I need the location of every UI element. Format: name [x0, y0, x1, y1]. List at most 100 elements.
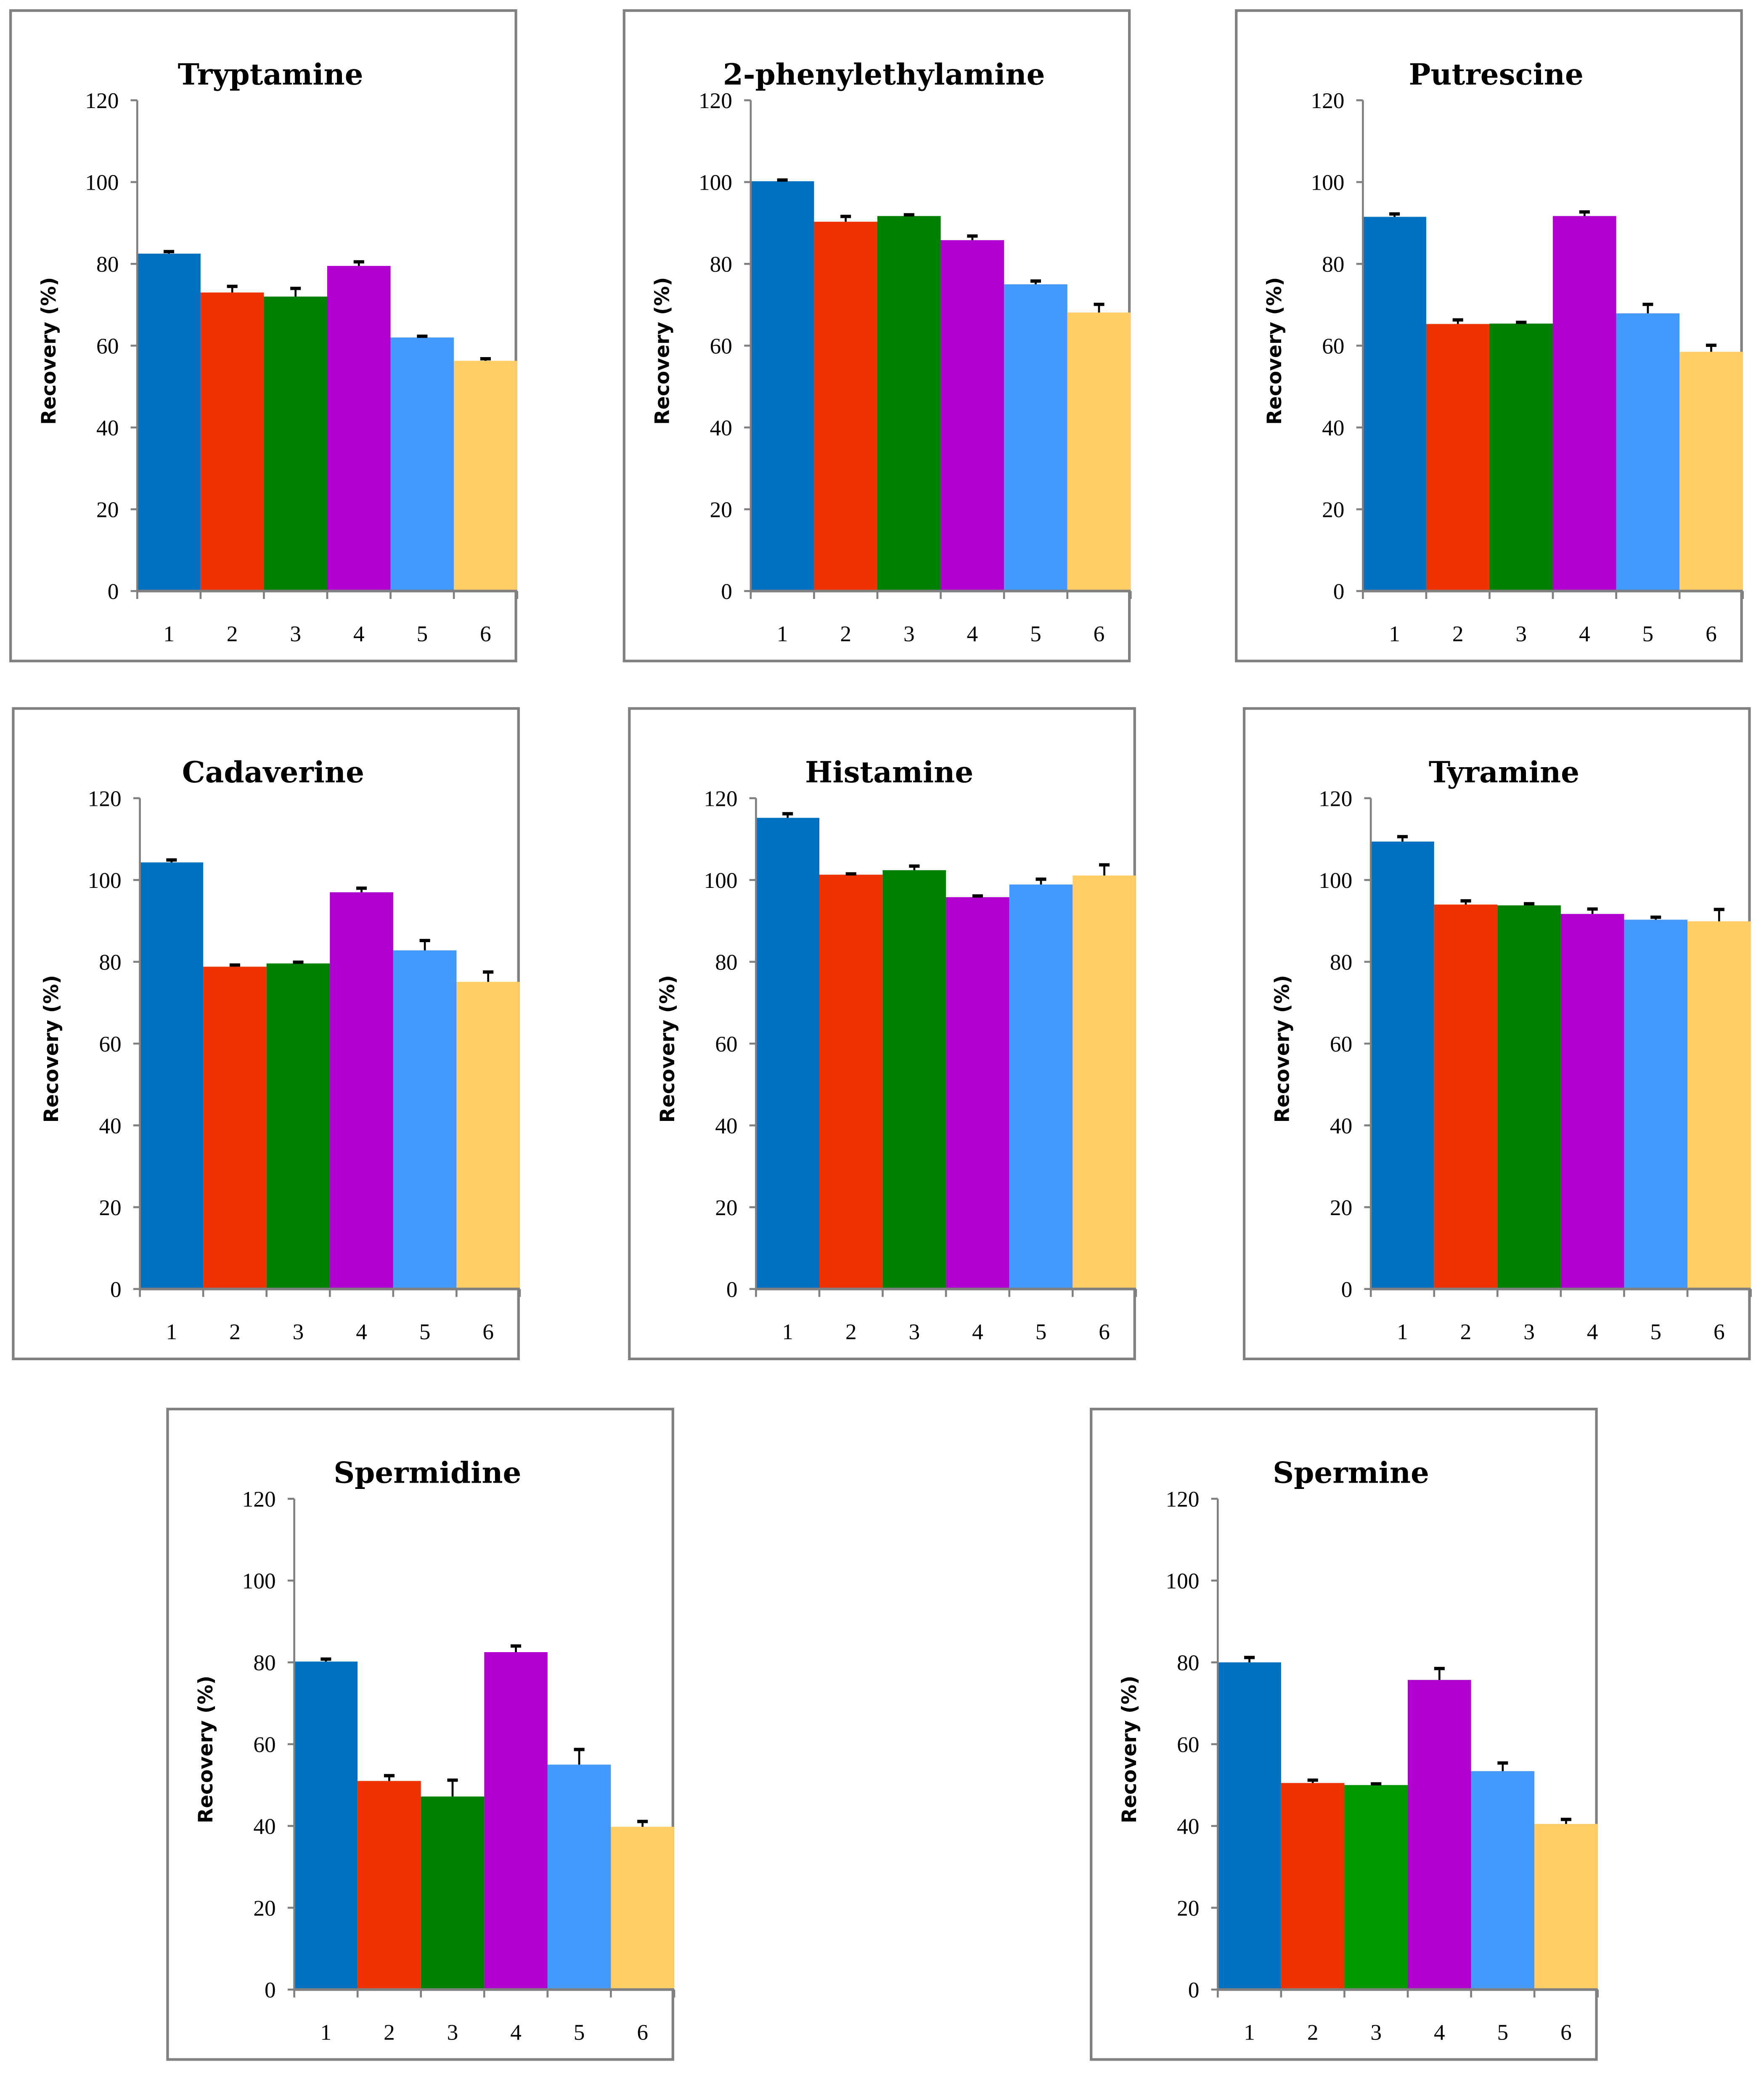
- y-tick-label: 40: [99, 1113, 121, 1138]
- x-tick-label: 4: [353, 621, 365, 646]
- y-tick-label: 0: [726, 1277, 738, 1302]
- y-tick-label: 20: [96, 497, 119, 522]
- y-tick-label: 40: [253, 1814, 275, 1839]
- bar: [1281, 1783, 1345, 1990]
- y-axis-label: Recovery (%): [1118, 1676, 1141, 1823]
- bar: [1344, 1785, 1408, 1990]
- y-tick-label: 100: [85, 170, 119, 195]
- x-tick-label: 3: [1370, 2019, 1382, 2045]
- bar: [484, 1652, 548, 1990]
- y-tick-label: 0: [265, 1977, 276, 2002]
- x-tick-label: 4: [972, 1319, 983, 1344]
- bar: [200, 292, 264, 591]
- y-tick-label: 40: [96, 415, 119, 440]
- y-tick-label: 120: [88, 786, 122, 811]
- x-tick-label: 5: [1650, 1319, 1661, 1344]
- y-tick-label: 60: [253, 1732, 275, 1757]
- chart-title: Tyramine: [1429, 755, 1579, 789]
- y-tick-label: 40: [715, 1113, 737, 1138]
- bar: [203, 967, 267, 1289]
- bar: [756, 818, 820, 1289]
- y-tick-label: 100: [1319, 868, 1352, 893]
- bar: [1497, 905, 1561, 1289]
- bar: [1408, 1680, 1471, 1990]
- x-tick-label: 4: [510, 2019, 522, 2045]
- y-tick-label: 0: [1333, 579, 1345, 604]
- x-tick-label: 4: [1587, 1319, 1598, 1344]
- bar: [264, 297, 327, 591]
- bar: [819, 874, 883, 1289]
- y-tick-label: 60: [1330, 1031, 1352, 1057]
- bar: [1471, 1771, 1535, 1990]
- x-tick-label: 5: [1497, 2019, 1509, 2045]
- x-tick-label: 5: [419, 1319, 431, 1344]
- x-tick-label: 5: [417, 621, 428, 646]
- y-tick-label: 80: [1177, 1650, 1199, 1675]
- y-tick-label: 60: [710, 334, 732, 359]
- y-tick-label: 100: [1165, 1568, 1199, 1594]
- y-tick-label: 80: [1330, 950, 1352, 975]
- bar: [454, 360, 517, 591]
- x-tick-label: 6: [480, 621, 491, 646]
- y-axis-label: Recovery (%): [1271, 975, 1294, 1123]
- bar: [1218, 1662, 1281, 1990]
- bar: [1489, 323, 1553, 591]
- bar: [1616, 313, 1680, 591]
- x-tick-label: 1: [163, 621, 175, 646]
- y-tick-label: 20: [253, 1896, 275, 1921]
- x-tick-label: 3: [447, 2019, 458, 2045]
- x-tick-label: 4: [1434, 2019, 1445, 2045]
- x-tick-label: 3: [1523, 1319, 1535, 1344]
- bar: [1073, 875, 1136, 1289]
- y-tick-label: 60: [715, 1031, 737, 1057]
- bar: [330, 892, 393, 1289]
- chart-title: Cadaverine: [182, 755, 364, 789]
- y-tick-label: 80: [715, 950, 737, 975]
- bar: [946, 897, 1009, 1289]
- bar: [1004, 284, 1067, 591]
- y-tick-label: 100: [699, 170, 732, 195]
- x-tick-label: 2: [1460, 1319, 1472, 1344]
- chart-title: Tryptamine: [178, 58, 363, 92]
- bar: [266, 963, 330, 1289]
- bar: [1363, 217, 1426, 591]
- bar: [1624, 919, 1687, 1289]
- y-tick-label: 120: [1311, 88, 1344, 113]
- y-tick-label: 20: [1177, 1896, 1199, 1921]
- x-tick-label: 1: [777, 621, 788, 646]
- bar: [1534, 1824, 1598, 1990]
- y-tick-label: 100: [88, 868, 122, 893]
- bar: [327, 266, 391, 591]
- y-tick-label: 100: [704, 868, 738, 893]
- x-tick-label: 2: [1307, 2019, 1319, 2045]
- chart-title: Histamine: [805, 755, 973, 789]
- x-tick-label: 4: [1579, 621, 1590, 646]
- y-tick-label: 120: [704, 786, 738, 811]
- y-tick-label: 20: [710, 497, 732, 522]
- y-tick-label: 0: [1341, 1277, 1353, 1302]
- bar: [1009, 884, 1073, 1289]
- x-tick-label: 4: [356, 1319, 367, 1344]
- y-tick-label: 80: [710, 252, 732, 277]
- y-axis-label: Recovery (%): [40, 975, 63, 1123]
- x-tick-label: 2: [227, 621, 238, 646]
- bar: [137, 254, 201, 591]
- y-tick-label: 40: [710, 415, 732, 440]
- x-tick-label: 5: [1642, 621, 1654, 646]
- bar: [390, 337, 454, 591]
- y-tick-label: 120: [1165, 1486, 1199, 1512]
- y-tick-label: 120: [1319, 786, 1352, 811]
- x-tick-label: 1: [782, 1319, 793, 1344]
- chart-title: 2-phenylethylamine: [723, 58, 1045, 92]
- bar: [1560, 914, 1624, 1289]
- x-tick-label: 2: [840, 621, 851, 646]
- y-tick-label: 100: [242, 1568, 276, 1594]
- x-tick-label: 6: [1706, 621, 1717, 646]
